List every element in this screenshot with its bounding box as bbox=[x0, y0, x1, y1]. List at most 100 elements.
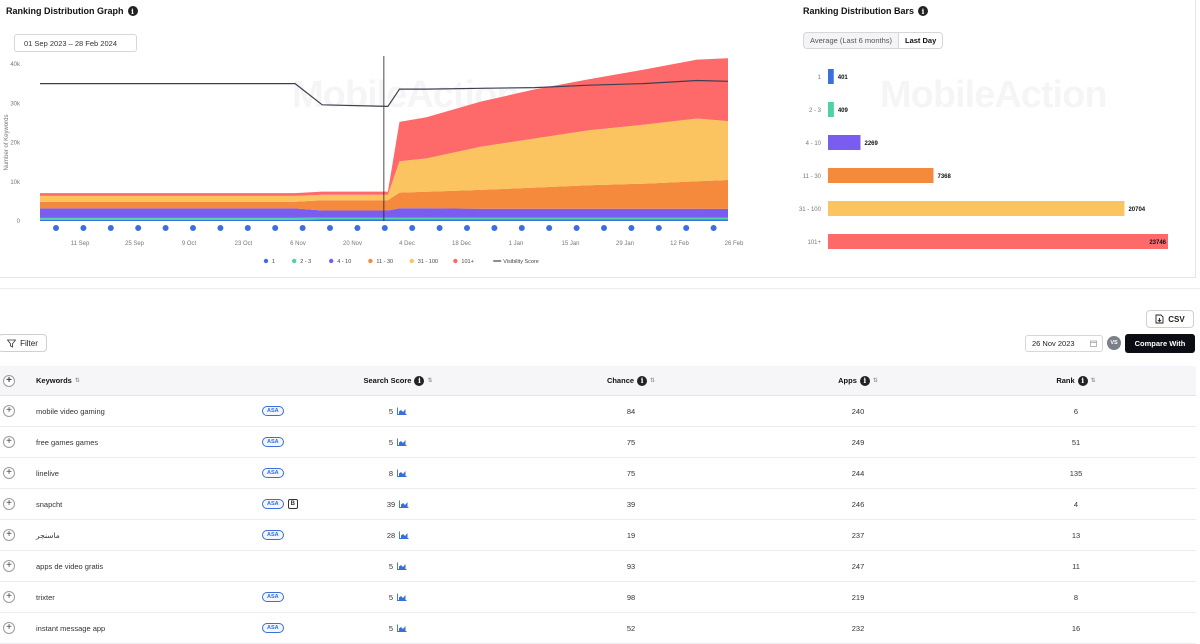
ranking-bar[interactable] bbox=[828, 201, 1125, 216]
legend-label[interactable]: 4 - 10 bbox=[337, 259, 351, 265]
legend-label[interactable]: 11 - 30 bbox=[376, 259, 393, 265]
expand-row-icon[interactable]: + bbox=[3, 467, 15, 479]
header-apps[interactable]: Apps i ⇅ bbox=[820, 366, 896, 395]
badge-cell: ASA bbox=[262, 396, 284, 426]
search-score-cell: 28 bbox=[360, 520, 436, 550]
expand-row-icon[interactable]: + bbox=[3, 560, 15, 572]
bar-category-label: 11 - 30 bbox=[803, 174, 822, 180]
info-icon[interactable]: i bbox=[859, 375, 870, 386]
event-marker-icon[interactable] bbox=[655, 225, 662, 231]
keyword-cell: trixter bbox=[36, 592, 55, 602]
expand-row-icon[interactable]: + bbox=[3, 591, 15, 603]
event-marker-icon[interactable] bbox=[409, 225, 416, 231]
info-icon[interactable]: i bbox=[1077, 375, 1088, 386]
ranking-bar[interactable] bbox=[828, 234, 1168, 249]
event-marker-icon[interactable] bbox=[272, 225, 279, 231]
compare-with-button[interactable]: Compare With bbox=[1125, 334, 1195, 353]
info-icon[interactable]: i bbox=[918, 6, 929, 16]
event-marker-icon[interactable] bbox=[162, 225, 169, 231]
ranking-bar[interactable] bbox=[828, 135, 861, 150]
event-marker-icon[interactable] bbox=[573, 225, 580, 231]
trend-chart-icon[interactable] bbox=[397, 624, 407, 632]
legend-label[interactable]: 101+ bbox=[461, 259, 473, 265]
info-icon[interactable]: i bbox=[414, 375, 425, 386]
rank-cell: 51 bbox=[1071, 437, 1081, 447]
x-tick-label: 12 Feb bbox=[670, 241, 689, 247]
expand-row-icon[interactable]: + bbox=[3, 529, 15, 541]
ranking-bar[interactable] bbox=[828, 102, 834, 117]
trend-chart-icon[interactable] bbox=[399, 531, 409, 539]
rank-cell: 8 bbox=[1073, 592, 1079, 602]
expand-row-icon[interactable]: + bbox=[3, 436, 15, 448]
search-score-cell: 39 bbox=[360, 489, 436, 519]
keyword-cell: free games games bbox=[36, 437, 99, 447]
badge-cell: ASA bbox=[262, 520, 284, 550]
legend-label[interactable]: 31 - 100 bbox=[418, 259, 438, 265]
event-marker-icon[interactable] bbox=[381, 225, 388, 231]
event-marker-icon[interactable] bbox=[628, 225, 635, 231]
expand-row-icon[interactable]: + bbox=[3, 498, 15, 510]
trend-chart-icon[interactable] bbox=[399, 500, 409, 508]
event-marker-icon[interactable] bbox=[135, 225, 142, 231]
legend-label[interactable]: Visibility Score bbox=[503, 259, 539, 265]
chance-cell: 52 bbox=[626, 623, 636, 633]
trend-chart-icon[interactable] bbox=[397, 562, 407, 570]
event-marker-icon[interactable] bbox=[464, 225, 470, 231]
info-icon[interactable]: i bbox=[127, 6, 138, 16]
event-marker-icon[interactable] bbox=[217, 225, 224, 231]
expand-all-icon[interactable]: + bbox=[3, 374, 15, 387]
event-marker-icon[interactable] bbox=[327, 225, 333, 231]
date-range-picker[interactable]: 01 Sep 2023 – 28 Feb 2024 bbox=[14, 34, 137, 52]
asa-badge: ASA bbox=[262, 530, 284, 540]
event-marker-icon[interactable] bbox=[710, 225, 717, 231]
rank-cell: 16 bbox=[1071, 623, 1081, 633]
table-row[interactable]: + mobile video gaming ASA 5 84 240 6 bbox=[0, 396, 1196, 427]
csv-export-button[interactable]: CSV bbox=[1146, 310, 1194, 328]
legend-label[interactable]: 2 - 3 bbox=[300, 259, 311, 265]
table-row[interactable]: + apps de video gratis 5 93 247 11 bbox=[0, 551, 1196, 582]
table-row[interactable]: + trixter ASA 5 98 219 8 bbox=[0, 582, 1196, 613]
trend-chart-icon[interactable] bbox=[397, 469, 407, 477]
legend-label[interactable]: 1 bbox=[272, 259, 275, 265]
event-marker-icon[interactable] bbox=[190, 225, 196, 231]
event-marker-icon[interactable] bbox=[491, 225, 498, 231]
expand-row-icon[interactable]: + bbox=[3, 405, 15, 417]
search-score-cell: 5 bbox=[360, 613, 436, 643]
event-marker-icon[interactable] bbox=[601, 225, 607, 231]
expand-row-icon[interactable]: + bbox=[3, 622, 15, 634]
event-marker-icon[interactable] bbox=[107, 225, 114, 231]
x-tick-label: 26 Feb bbox=[725, 241, 744, 247]
header-keywords[interactable]: Keywords ⇅ bbox=[36, 366, 80, 395]
table-row[interactable]: + instant message app ASA 5 52 232 16 bbox=[0, 613, 1196, 644]
toggle-last-day-option[interactable]: Last Day bbox=[898, 33, 943, 48]
event-marker-icon[interactable] bbox=[354, 225, 361, 231]
event-marker-icon[interactable] bbox=[53, 225, 59, 231]
info-icon[interactable]: i bbox=[637, 375, 648, 386]
ranking-bar[interactable] bbox=[828, 69, 834, 84]
header-search-score[interactable]: Search Score i ⇅ bbox=[360, 366, 436, 395]
event-marker-icon[interactable] bbox=[244, 225, 251, 231]
asa-badge: ASA bbox=[262, 406, 284, 416]
compare-date-picker[interactable]: 26 Nov 2023 bbox=[1025, 335, 1103, 352]
ranking-bar[interactable] bbox=[828, 168, 934, 183]
trend-chart-icon[interactable] bbox=[397, 438, 407, 446]
header-rank[interactable]: Rank i ⇅ bbox=[1050, 366, 1102, 395]
event-marker-icon[interactable] bbox=[436, 225, 443, 231]
search-score-cell: 5 bbox=[360, 582, 436, 612]
table-row[interactable]: + free games games ASA 5 75 249 51 bbox=[0, 427, 1196, 458]
search-score-value: 5 bbox=[388, 623, 394, 633]
b-badge: B bbox=[287, 499, 298, 509]
event-marker-icon[interactable] bbox=[683, 225, 690, 231]
event-marker-icon[interactable] bbox=[546, 225, 553, 231]
trend-chart-icon[interactable] bbox=[397, 407, 407, 415]
table-row[interactable]: + snapcht ASA B 39 39 246 4 bbox=[0, 489, 1196, 520]
filter-button[interactable]: Filter bbox=[0, 334, 47, 352]
header-chance[interactable]: Chance i ⇅ bbox=[596, 366, 666, 395]
event-marker-icon[interactable] bbox=[518, 225, 525, 231]
event-marker-icon[interactable] bbox=[299, 225, 306, 231]
table-row[interactable]: + ماسنجر ASA 28 19 237 13 bbox=[0, 520, 1196, 551]
trend-chart-icon[interactable] bbox=[397, 593, 407, 601]
event-marker-icon[interactable] bbox=[80, 225, 87, 231]
table-row[interactable]: + linelive ASA 8 75 244 135 bbox=[0, 458, 1196, 489]
toggle-average-option[interactable]: Average (Last 6 months) bbox=[810, 36, 892, 45]
